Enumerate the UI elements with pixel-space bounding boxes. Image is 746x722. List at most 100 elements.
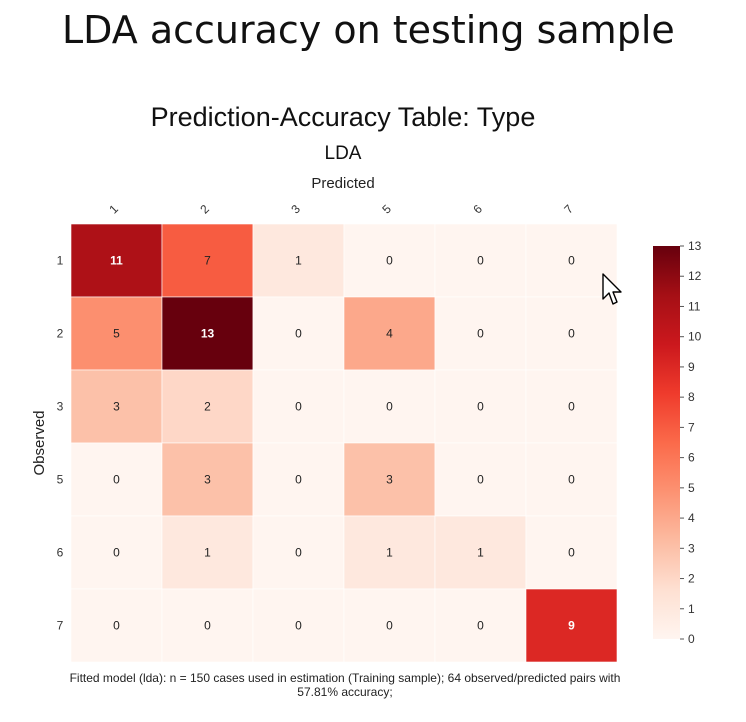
cell-value-label: 1 xyxy=(477,546,484,560)
heatmap-cell-r7-c7 xyxy=(525,588,618,663)
cell-value-label: 0 xyxy=(477,619,484,633)
cell-value-label: 0 xyxy=(295,546,302,560)
heatmap-cell-r7-c6 xyxy=(434,588,527,663)
colorbar-tick-label: 0 xyxy=(688,632,695,646)
heatmap-cell-r2-c5 xyxy=(343,296,436,371)
cell-value-label: 0 xyxy=(113,473,120,487)
cell-value-label: 0 xyxy=(386,400,393,414)
cell-value-label: 0 xyxy=(295,400,302,414)
cell-value-label: 3 xyxy=(386,473,393,487)
heatmap-cell-r6-c3 xyxy=(252,515,345,590)
heatmap-cell-r6-c2 xyxy=(161,515,254,590)
y-tick-label: 1 xyxy=(57,254,64,268)
heatmap-cell-r2-c7 xyxy=(525,296,618,371)
colorbar-tick-label: 7 xyxy=(688,420,695,434)
cell-value-label: 5 xyxy=(113,327,120,341)
heatmap-cell-r1-c7 xyxy=(525,223,618,298)
heatmap-cell-r7-c1 xyxy=(70,588,163,663)
heatmap-cell-r1-c6 xyxy=(434,223,527,298)
cell-value-label: 7 xyxy=(204,254,211,268)
x-tick-label: 3 xyxy=(288,202,303,217)
heatmap-cell-r3-c6 xyxy=(434,369,527,444)
cell-value-label: 4 xyxy=(386,327,393,341)
heatmap-cell-r6-c1 xyxy=(70,515,163,590)
footnote-line-1: Fitted model (lda): n = 150 cases used i… xyxy=(69,671,621,685)
heatmap-cell-r5-c6 xyxy=(434,442,527,517)
cell-value-label: 0 xyxy=(113,619,120,633)
slide-title: LDA accuracy on testing sample xyxy=(62,8,675,52)
heatmap-cell-r3-c1 xyxy=(70,369,163,444)
heatmap-cell-r1-c3 xyxy=(252,223,345,298)
heatmap-cell-r5-c7 xyxy=(525,442,618,517)
cell-value-label: 0 xyxy=(295,473,302,487)
cell-value-label: 0 xyxy=(477,254,484,268)
cell-value-label: 0 xyxy=(295,327,302,341)
cell-value-label: 9 xyxy=(568,619,575,633)
heatmap-cell-r2-c2 xyxy=(161,296,254,371)
colorbar-tick-label: 13 xyxy=(688,239,702,253)
y-tick-label: 7 xyxy=(57,619,64,633)
colorbar-tick-label: 10 xyxy=(688,330,702,344)
cell-value-label: 3 xyxy=(204,473,211,487)
cell-value-label: 0 xyxy=(568,327,575,341)
cell-value-label: 0 xyxy=(113,546,120,560)
chart-subtitle: LDA xyxy=(324,143,362,164)
colorbar-tick-label: 6 xyxy=(688,451,695,465)
colorbar xyxy=(653,246,680,639)
cell-value-label: 1 xyxy=(295,254,302,268)
colorbar-tick-label: 8 xyxy=(688,390,695,404)
mouse-cursor-icon xyxy=(602,273,622,305)
y-tick-label: 6 xyxy=(57,546,64,560)
heatmap-cell-r3-c3 xyxy=(252,369,345,444)
heatmap-cell-r3-c7 xyxy=(525,369,618,444)
cell-value-label: 0 xyxy=(204,619,211,633)
heatmap-cell-r7-c5 xyxy=(343,588,436,663)
y-tick-label: 5 xyxy=(57,473,64,487)
heatmap-cell-r5-c2 xyxy=(161,442,254,517)
heatmap-cell-r7-c2 xyxy=(161,588,254,663)
footnote-line-2: 57.81% accuracy; xyxy=(297,685,393,699)
colorbar-tick-label: 1 xyxy=(688,602,695,616)
y-tick-label: 2 xyxy=(57,327,64,341)
x-tick-label: 2 xyxy=(197,202,212,217)
cell-value-label: 0 xyxy=(386,619,393,633)
cell-value-label: 0 xyxy=(477,473,484,487)
cell-value-label: 0 xyxy=(568,473,575,487)
cell-value-label: 0 xyxy=(568,254,575,268)
cell-value-label: 0 xyxy=(568,400,575,414)
x-tick-label: 6 xyxy=(470,202,485,217)
cell-value-label: 1 xyxy=(386,546,393,560)
x-tick-label: 7 xyxy=(561,202,576,217)
heatmap-cell-r6-c7 xyxy=(525,515,618,590)
heatmap-cell-r7-c3 xyxy=(252,588,345,663)
colorbar-tick-label: 12 xyxy=(688,269,702,283)
heatmap-cell-r2-c3 xyxy=(252,296,345,371)
cell-value-label: 0 xyxy=(386,254,393,268)
heatmap-cell-r3-c2 xyxy=(161,369,254,444)
colorbar-tick-label: 2 xyxy=(688,572,695,586)
heatmap-cell-r1-c2 xyxy=(161,223,254,298)
colorbar-tick-label: 11 xyxy=(688,299,701,313)
colorbar-tick-label: 9 xyxy=(688,360,695,374)
cell-value-label: 0 xyxy=(568,546,575,560)
y-tick-label: 3 xyxy=(57,400,64,414)
cell-value-label: 0 xyxy=(477,400,484,414)
heatmap-cell-r6-c5 xyxy=(343,515,436,590)
heatmap-cell-r5-c3 xyxy=(252,442,345,517)
chart-title: Prediction-Accuracy Table: Type xyxy=(150,102,536,132)
heatmap-cell-r3-c5 xyxy=(343,369,436,444)
colorbar-tick-label: 5 xyxy=(688,481,695,495)
cell-value-label: 3 xyxy=(113,400,120,414)
cell-value-label: 11 xyxy=(110,254,123,268)
cell-value-label: 0 xyxy=(295,619,302,633)
cell-value-label: 1 xyxy=(204,546,211,560)
cell-value-label: 2 xyxy=(204,400,211,414)
x-axis-label: Predicted xyxy=(311,175,375,192)
x-tick-label: 1 xyxy=(106,202,121,217)
heatmap-cell-r1-c5 xyxy=(343,223,436,298)
heatmap-cell-r5-c1 xyxy=(70,442,163,517)
cell-value-label: 0 xyxy=(477,327,484,341)
heatmap-cell-r6-c6 xyxy=(434,515,527,590)
colorbar-tick-label: 4 xyxy=(688,511,695,525)
